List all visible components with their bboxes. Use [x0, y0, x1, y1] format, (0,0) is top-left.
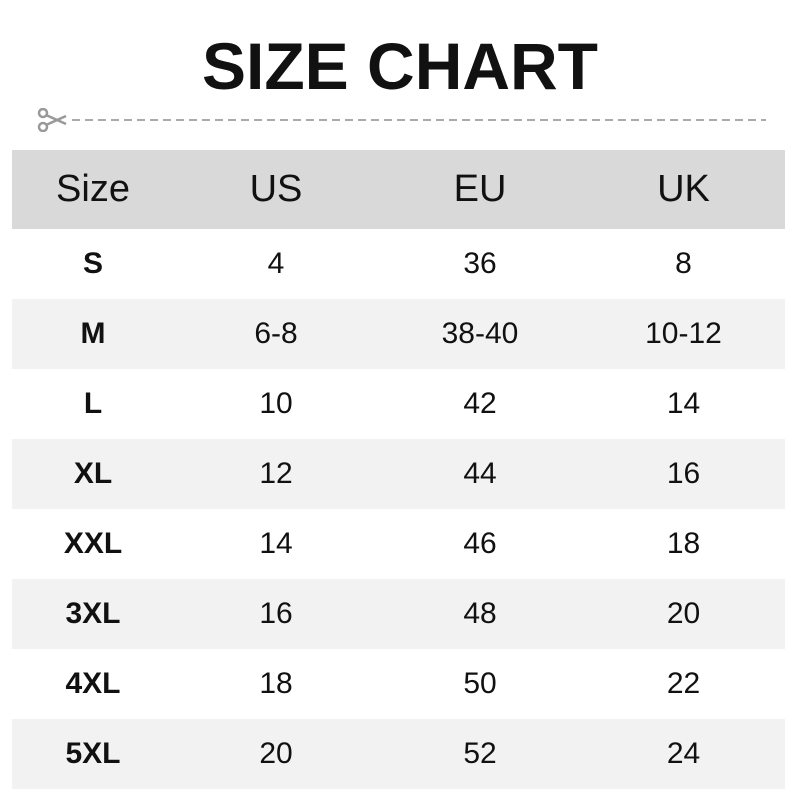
header-uk: UK: [657, 168, 710, 210]
table-row: 5XL 20 52 24: [12, 719, 785, 789]
cell-size: 3XL: [65, 597, 121, 630]
cell-us: 14: [259, 527, 293, 560]
table-row: M 6-8 38-40 10-12: [12, 299, 785, 369]
size-chart-table: Size US EU UK S 4 36 8 M 6-8 38-40 10-12 L 10 42 14…: [12, 150, 785, 789]
cell-eu: 38-40: [441, 317, 519, 350]
header-size: Size: [56, 168, 130, 210]
cell-uk: 22: [666, 667, 701, 700]
cell-us: 10: [259, 387, 293, 420]
page-title: SIZE CHART: [202, 29, 598, 103]
table-row: XXL 14 46 18: [12, 509, 785, 579]
header-eu: EU: [453, 168, 507, 210]
cell-us: 6-8: [254, 317, 298, 350]
cell-uk: 24: [666, 737, 701, 770]
cell-eu: 36: [463, 247, 497, 280]
table-row: S 4 36 8: [12, 229, 785, 299]
table-header: Size US EU UK: [12, 150, 785, 229]
cell-size: M: [80, 317, 106, 350]
cell-size: XXL: [63, 527, 123, 560]
cell-size: L: [83, 387, 103, 420]
cell-size: 4XL: [65, 667, 121, 700]
cell-size: XL: [73, 457, 113, 490]
cell-us: 4: [267, 247, 285, 280]
cell-eu: 44: [463, 457, 497, 490]
cell-eu: 50: [463, 667, 497, 700]
cell-uk: 18: [666, 527, 701, 560]
cell-us: 16: [259, 597, 293, 630]
cell-size: 5XL: [65, 737, 121, 770]
scissors-icon: [37, 108, 67, 132]
cell-uk: 8: [675, 247, 692, 280]
table-row: 4XL 18 50 22: [12, 649, 785, 719]
cell-eu: 52: [463, 737, 497, 770]
cell-eu: 46: [463, 527, 497, 560]
cell-us: 12: [259, 457, 293, 490]
cell-us: 20: [259, 737, 293, 770]
cell-eu: 48: [463, 597, 497, 630]
cell-uk: 10-12: [645, 317, 722, 350]
table-row: XL 12 44 16: [12, 439, 785, 509]
cell-uk: 20: [666, 597, 701, 630]
table-row: L 10 42 14: [12, 369, 785, 439]
cell-uk: 14: [666, 387, 701, 420]
table-row: 3XL 16 48 20: [12, 579, 785, 649]
cut-line: [37, 108, 766, 132]
header-us: US: [249, 168, 303, 210]
cell-uk: 16: [666, 457, 701, 490]
cell-eu: 42: [463, 387, 497, 420]
cell-size: S: [82, 247, 103, 280]
cell-us: 18: [259, 667, 293, 700]
